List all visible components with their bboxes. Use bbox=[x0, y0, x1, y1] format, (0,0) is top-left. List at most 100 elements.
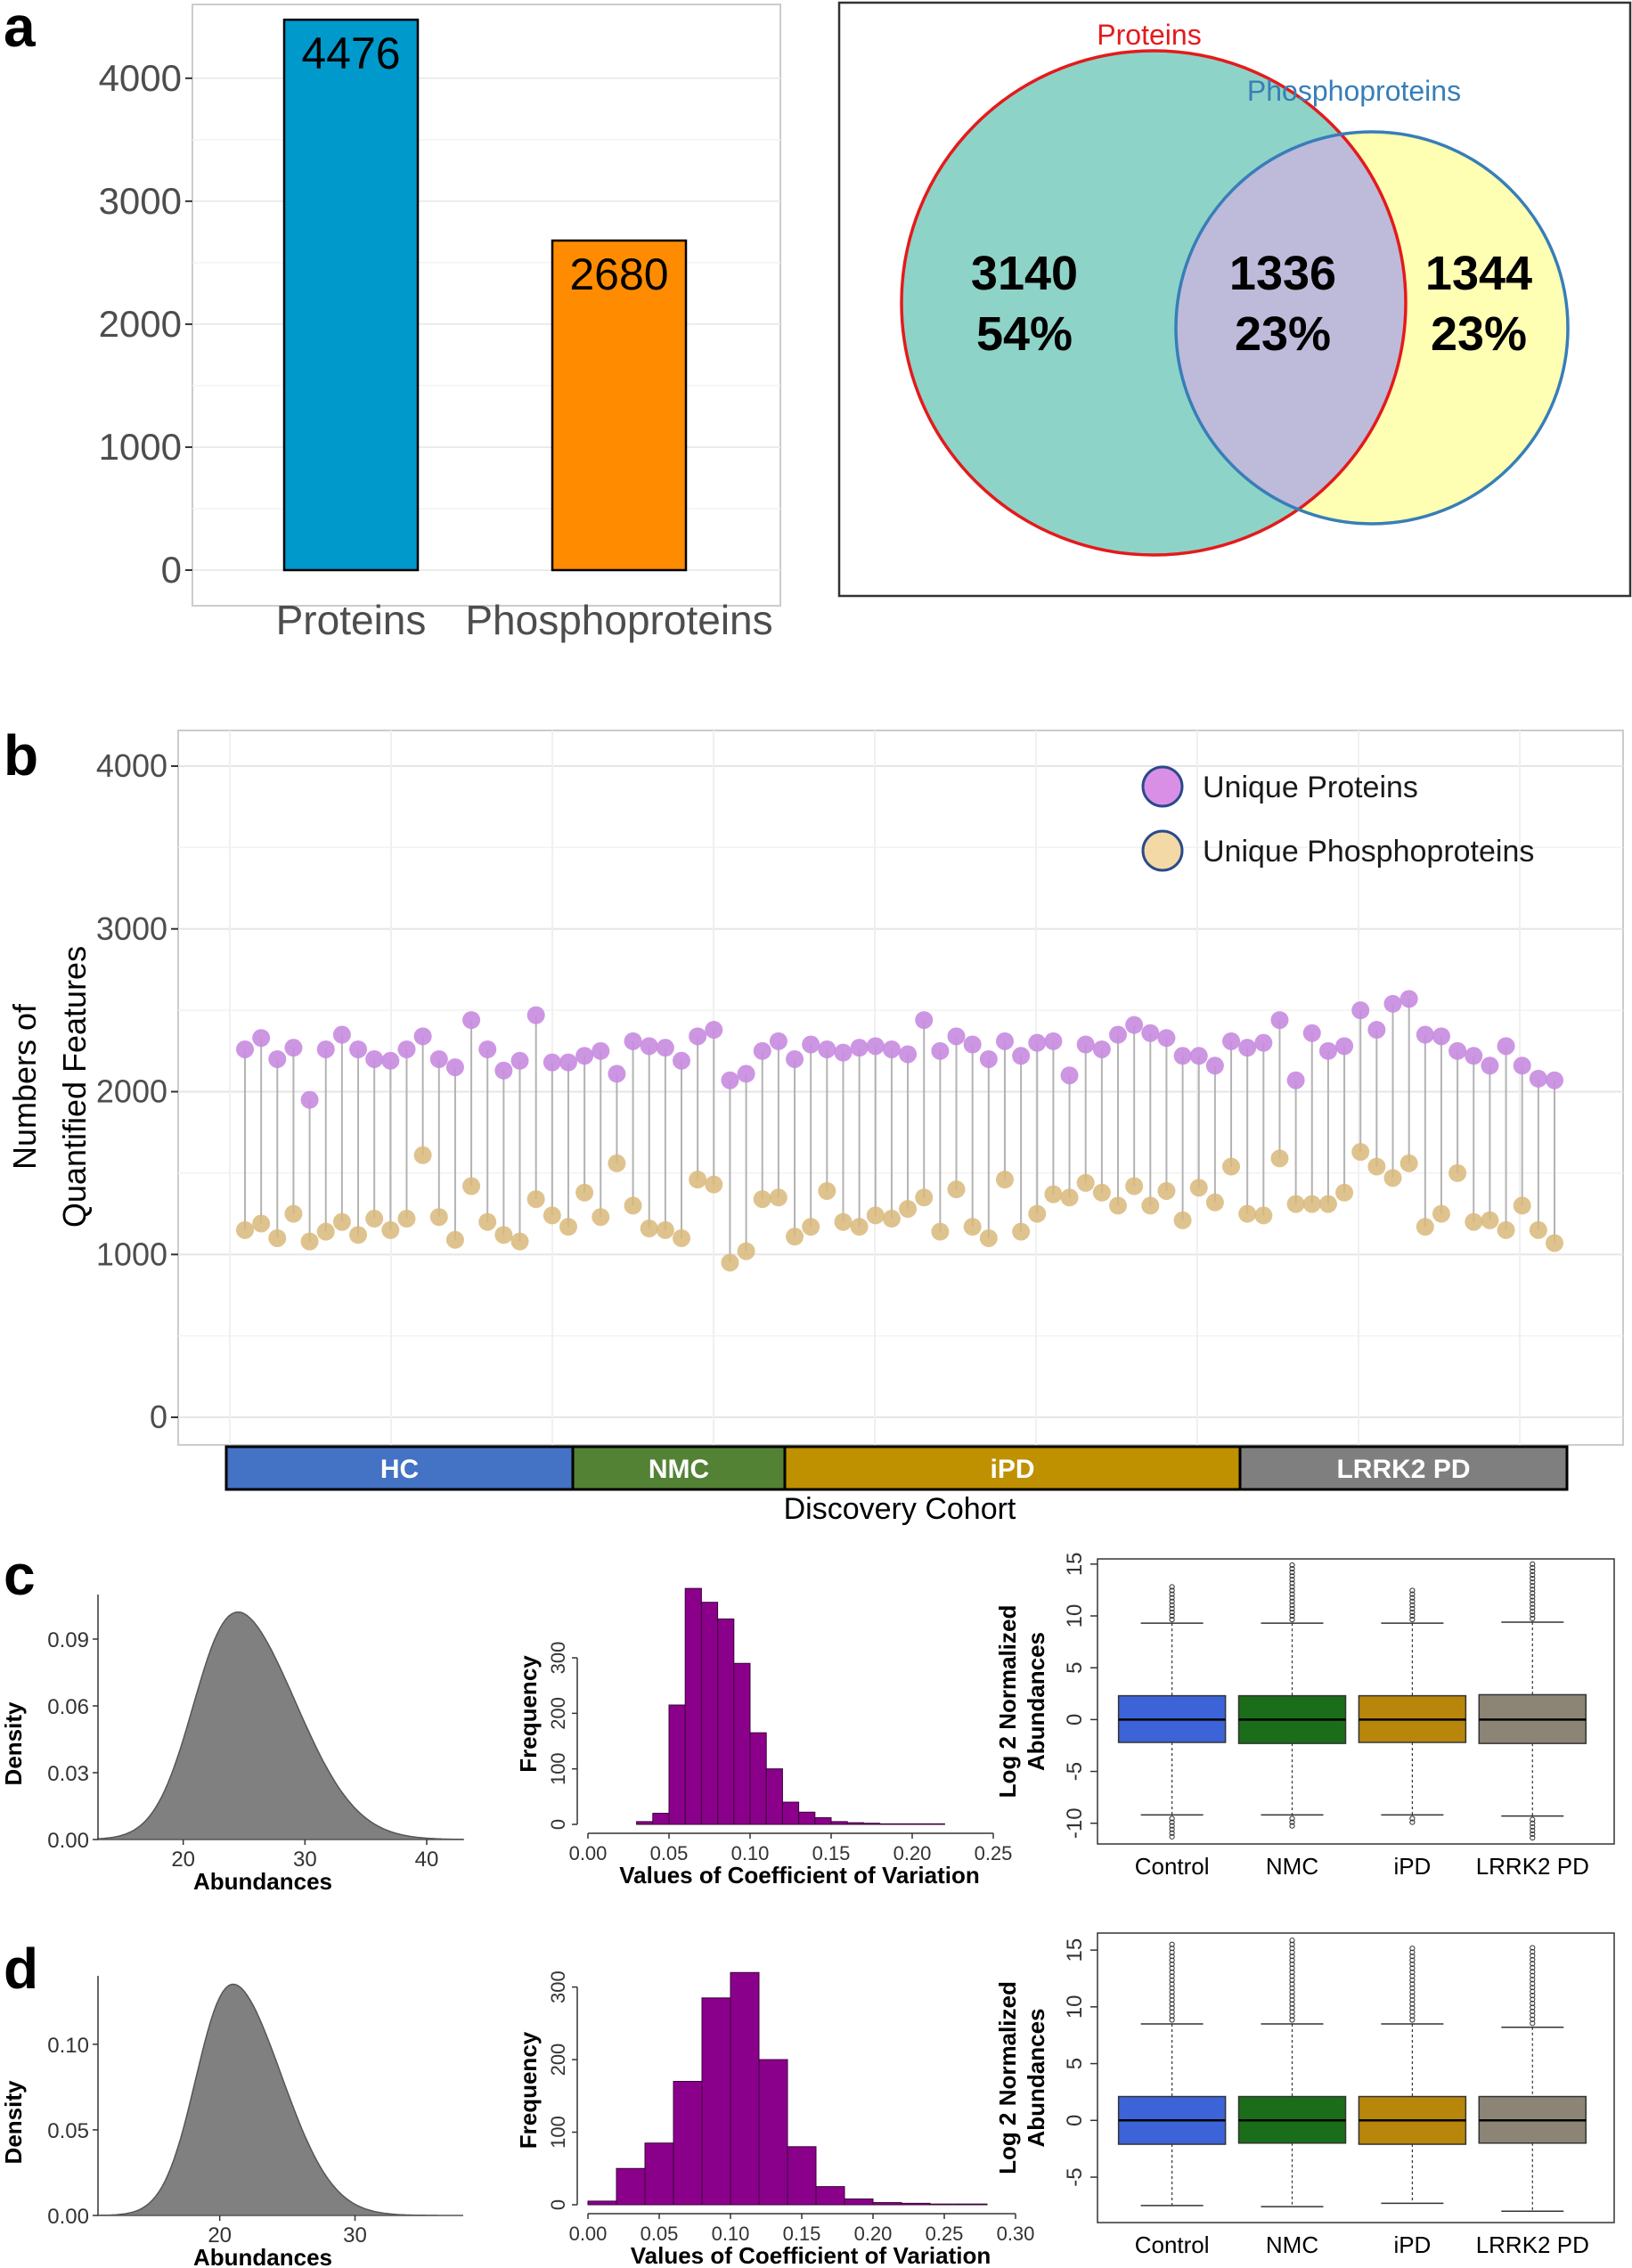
point-protein bbox=[381, 1051, 400, 1070]
y-tick-label: 5 bbox=[1063, 1662, 1087, 1674]
point-phosphoprotein bbox=[332, 1212, 351, 1231]
y-axis-label: Log 2 Normalized bbox=[994, 1605, 1021, 1799]
bar-phosphoproteins bbox=[551, 239, 688, 572]
venn-outline-proteins bbox=[900, 49, 1408, 557]
point-phosphoprotein bbox=[1529, 1220, 1547, 1239]
point-protein bbox=[1189, 1047, 1208, 1065]
histogram-d: 0 100 200 300 0.00 0.05 0.10 0.15 0.20 0.25 0.30 Va… bbox=[515, 1970, 1034, 2268]
point-phosphoprotein bbox=[656, 1220, 674, 1239]
outlier-point bbox=[1289, 1819, 1295, 1825]
outlier-point bbox=[1289, 1580, 1295, 1587]
y-tick-label: 2000 bbox=[96, 1073, 167, 1110]
point-protein bbox=[963, 1035, 982, 1054]
histogram-bar bbox=[911, 1823, 929, 1825]
point-protein bbox=[1270, 1011, 1289, 1030]
plot-frame bbox=[1097, 1932, 1615, 2223]
outlier-point bbox=[1289, 1573, 1295, 1579]
histogram-bar bbox=[844, 2198, 874, 2206]
y-tick-label: 15 bbox=[1063, 1938, 1087, 1962]
x-tick-label: LRRK2 PD bbox=[1476, 1853, 1589, 1880]
histogram-bar bbox=[587, 2200, 617, 2206]
group-bar-nmc bbox=[571, 1445, 787, 1491]
histogram-bar bbox=[927, 1823, 945, 1825]
point-protein bbox=[1448, 1041, 1467, 1060]
point-protein bbox=[349, 1040, 368, 1058]
point-protein bbox=[721, 1071, 739, 1089]
x-tick-label: 30 bbox=[343, 2223, 367, 2248]
point-phosphoprotein bbox=[1448, 1163, 1467, 1182]
point-phosphoprotein bbox=[300, 1232, 319, 1251]
outlier-point bbox=[1409, 1612, 1416, 1619]
outlier-point bbox=[1409, 1595, 1416, 1601]
point-phosphoprotein bbox=[1302, 1195, 1321, 1213]
point-phosphoprotein bbox=[608, 1154, 626, 1172]
outlier-point bbox=[1289, 1602, 1295, 1608]
x-axis-label: Abundances bbox=[193, 1868, 332, 1895]
outlier-point bbox=[1289, 1989, 1295, 1995]
x-tick-label: 0.10 bbox=[712, 2223, 750, 2245]
point-phosphoprotein bbox=[721, 1253, 739, 1272]
venn-overlap bbox=[1176, 132, 1406, 524]
point-protein bbox=[1286, 1071, 1305, 1089]
outlier-point bbox=[1409, 1961, 1416, 1968]
outlier-point bbox=[1169, 1946, 1175, 1952]
point-protein bbox=[915, 1011, 934, 1030]
y-tick-label: 0 bbox=[547, 1819, 569, 1830]
outlier-point bbox=[1409, 1609, 1416, 1616]
plot-frame bbox=[177, 730, 1624, 1446]
outlier-point bbox=[1169, 1949, 1175, 1955]
histogram-bar bbox=[616, 2167, 646, 2206]
outlier-point bbox=[1530, 1948, 1536, 1955]
outlier-point bbox=[1409, 1965, 1416, 1971]
point-protein bbox=[656, 1039, 674, 1057]
bar-proteins bbox=[282, 18, 420, 572]
outlier-point bbox=[1289, 1985, 1295, 1991]
y-tick-label: 0 bbox=[547, 2199, 569, 2210]
point-protein bbox=[737, 1065, 755, 1083]
point-protein bbox=[1092, 1040, 1111, 1058]
point-protein bbox=[300, 1090, 319, 1109]
outlier-point bbox=[1169, 1591, 1175, 1597]
point-protein bbox=[995, 1032, 1014, 1050]
outlier-point bbox=[1289, 2005, 1295, 2011]
point-protein bbox=[462, 1011, 481, 1030]
point-phosphoprotein bbox=[1416, 1218, 1434, 1236]
y-axis-label: Frequency bbox=[515, 1655, 542, 1773]
venn-set-label: Phosphoproteins bbox=[1247, 75, 1461, 107]
x-tick-label: 0.10 bbox=[731, 1842, 770, 1864]
point-phosphoprotein bbox=[526, 1190, 545, 1209]
point-phosphoprotein bbox=[1497, 1220, 1515, 1239]
outlier-point bbox=[1169, 1819, 1175, 1825]
histogram-bar bbox=[758, 2059, 788, 2206]
y-axis-label: Numbers of bbox=[6, 1003, 43, 1170]
outlier-point bbox=[1169, 1954, 1175, 1960]
y-tick-label: 0.00 bbox=[47, 1829, 89, 1853]
plot-frame bbox=[192, 4, 781, 607]
outlier-point bbox=[1409, 2012, 1416, 2019]
outlier-point bbox=[1409, 1602, 1416, 1608]
outlier-point bbox=[1289, 1595, 1295, 1601]
x-tick-label: 0.05 bbox=[641, 2223, 679, 2245]
point-protein bbox=[1465, 1047, 1483, 1065]
point-protein bbox=[1302, 1024, 1321, 1042]
outlier-point bbox=[1169, 1997, 1175, 2003]
point-phosphoprotein bbox=[1205, 1193, 1224, 1212]
point-protein bbox=[769, 1032, 787, 1050]
point-protein bbox=[316, 1040, 335, 1058]
density-area bbox=[97, 1611, 464, 1840]
point-phosphoprotein bbox=[802, 1218, 820, 1236]
outlier-point bbox=[1169, 1830, 1175, 1836]
outlier-point bbox=[1169, 1815, 1175, 1822]
outlier-point bbox=[1169, 2017, 1175, 2023]
x-tick-label: Phosphoproteins bbox=[465, 597, 772, 643]
x-tick-label: Control bbox=[1135, 2231, 1210, 2258]
point-phosphoprotein bbox=[1157, 1181, 1176, 1200]
outlier-point bbox=[1409, 1815, 1416, 1822]
y-tick-label: 100 bbox=[547, 1752, 569, 1785]
outlier-point bbox=[1169, 1616, 1175, 1623]
y-tick-label: 0 bbox=[1063, 2115, 1087, 2126]
x-axis-label: Values of Coefficient of Variation bbox=[619, 1862, 980, 1889]
point-phosphoprotein bbox=[1546, 1234, 1563, 1252]
point-protein bbox=[526, 1006, 545, 1024]
point-phosphoprotein bbox=[689, 1171, 707, 1189]
